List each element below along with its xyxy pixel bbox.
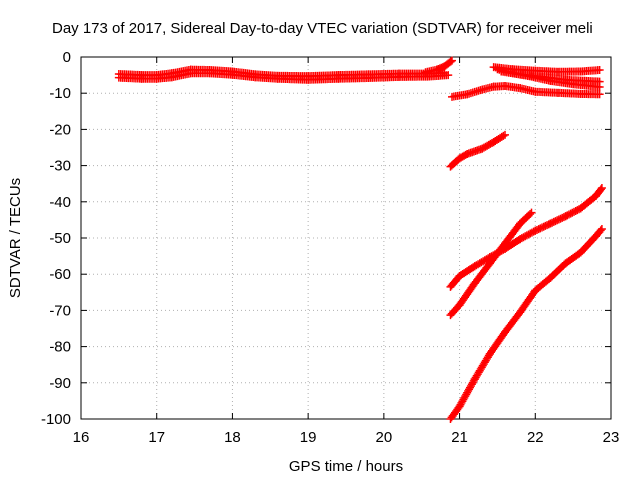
data-point-marker: [595, 66, 604, 75]
y-tick-label: -30: [49, 158, 71, 175]
x-tick-label: 22: [527, 429, 544, 446]
data-point-marker: [597, 224, 606, 233]
data-point-marker: [595, 83, 604, 92]
y-tick-label: -10: [49, 85, 71, 102]
data-point-marker: [596, 185, 605, 194]
y-tick-label: -40: [49, 194, 71, 211]
data-point-marker: [596, 226, 605, 235]
x-tick-label: 18: [224, 429, 241, 446]
y-tick-label: -60: [49, 266, 71, 283]
data-series-9: [446, 184, 606, 291]
data-point-marker: [446, 57, 455, 66]
data-point-marker: [527, 208, 536, 217]
y-tick-label: -50: [49, 230, 71, 247]
data-series-8: [446, 130, 509, 171]
grid-lines: [81, 57, 611, 419]
y-axis-label: SDTVAR / TECUs: [7, 178, 24, 298]
chart-title: Day 173 of 2017, Sidereal Day-to-day VTE…: [52, 20, 593, 37]
data-series-7: [448, 81, 604, 101]
x-tick-label: 16: [73, 429, 90, 446]
x-tick-label: 20: [376, 429, 393, 446]
y-tick-label: -80: [49, 339, 71, 356]
x-tick-label: 19: [300, 429, 317, 446]
data-point-marker: [501, 130, 509, 139]
data-series-2: [114, 69, 453, 84]
y-tick-label: -70: [49, 302, 71, 319]
x-tick-label: 23: [603, 429, 620, 446]
y-tick-label: -90: [49, 375, 71, 392]
y-tick-label: -100: [41, 411, 71, 428]
data-series-6: [497, 67, 604, 92]
data-series-11: [446, 224, 606, 423]
data-point-marker: [595, 90, 604, 99]
axis-ticks: 16 17 18 19 20 21 22 23 0 -10 -20 -30 -40 -50 -60 -70 -8…: [41, 49, 619, 446]
x-axis-label: GPS time / hours: [289, 458, 403, 475]
data-point-marker: [444, 71, 453, 80]
x-tick-label: 21: [451, 429, 468, 446]
data-point-marker: [526, 210, 535, 219]
data-point-marker: [597, 184, 606, 193]
data-series-10: [446, 208, 536, 320]
y-tick-label: 0: [63, 49, 71, 66]
data-series-3: [421, 56, 456, 77]
data-point-marker: [448, 56, 456, 65]
y-tick-label: -20: [49, 121, 71, 138]
x-tick-label: 17: [148, 429, 165, 446]
data-series: [114, 56, 606, 423]
data-point-marker: [499, 131, 508, 140]
